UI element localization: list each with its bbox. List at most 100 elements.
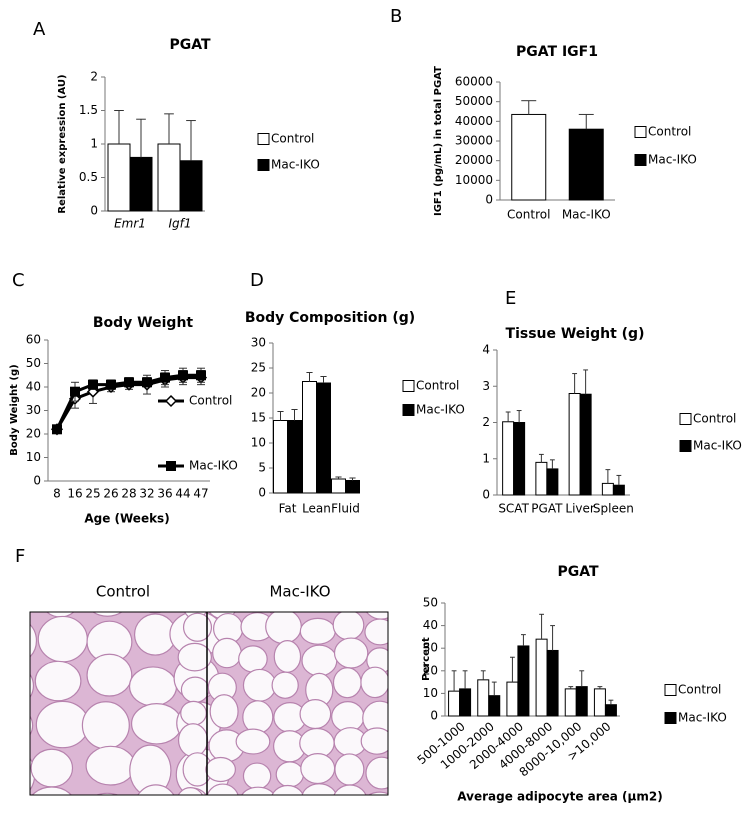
legend-swatch xyxy=(664,684,677,696)
y-tick-label: 2 xyxy=(482,415,490,429)
adipocyte xyxy=(242,668,277,702)
adipocyte xyxy=(335,612,353,614)
bar xyxy=(604,704,617,717)
adipocyte xyxy=(182,612,213,642)
adipocyte xyxy=(177,787,204,795)
adipocyte xyxy=(31,786,73,795)
adipocyte xyxy=(332,612,365,641)
error-bar xyxy=(509,656,515,683)
y-tick-label: 25 xyxy=(251,361,266,375)
y-tick-label: 0 xyxy=(482,488,490,502)
adipocyte xyxy=(365,756,388,790)
legend-label: Control xyxy=(648,125,691,139)
y-tick-label: 30 xyxy=(423,641,438,655)
chart-title: PGAT xyxy=(169,37,211,53)
legend-label: Mac-IKO xyxy=(678,711,727,725)
bar xyxy=(513,422,526,496)
adipocyte xyxy=(180,700,207,726)
bar xyxy=(535,461,548,496)
y-tick-label: 10000 xyxy=(455,173,493,187)
adipocyte xyxy=(300,753,336,785)
y-tick-label: 50000 xyxy=(455,94,493,108)
bar xyxy=(345,480,360,494)
legend-swatch xyxy=(664,712,677,724)
bar xyxy=(287,420,302,494)
legend-swatch xyxy=(679,440,692,452)
y-axis-label: Relative expression (AU) xyxy=(57,74,68,213)
marker xyxy=(160,372,170,383)
adipocyte xyxy=(0,578,26,618)
error-bar xyxy=(462,670,468,689)
adipocyte xyxy=(250,612,257,613)
legend-label: Mac-IKO xyxy=(693,439,742,453)
bar xyxy=(273,420,288,494)
adipocyte xyxy=(265,612,302,645)
error-bar xyxy=(114,110,124,144)
error-bar xyxy=(491,681,497,696)
x-tick-label: PGAT xyxy=(531,502,563,516)
error-bar xyxy=(516,410,522,423)
bar xyxy=(568,393,581,496)
error-bar xyxy=(539,613,545,640)
adipocyte xyxy=(360,666,388,699)
adipocyte xyxy=(242,700,274,734)
adipocyte xyxy=(128,666,178,707)
adipocyte xyxy=(392,611,424,640)
adipocyte xyxy=(299,699,332,730)
error-bar xyxy=(480,670,486,680)
x-tick-label: Liver xyxy=(565,502,595,516)
marker xyxy=(106,379,116,390)
bar xyxy=(477,679,490,717)
error-bar xyxy=(136,118,146,158)
bar xyxy=(612,484,625,496)
adipocyte xyxy=(332,667,362,699)
error-bar xyxy=(277,411,284,421)
bar xyxy=(564,688,577,717)
y-tick-label: 40 xyxy=(26,380,41,394)
panel-letter: F xyxy=(15,546,25,567)
adipocyte xyxy=(92,612,123,617)
legend-swatch xyxy=(402,404,415,416)
bar xyxy=(546,649,559,717)
error-bar xyxy=(306,372,313,382)
adipocyte xyxy=(137,784,175,795)
legend-label: Mac-IKO xyxy=(189,459,238,473)
bar xyxy=(157,143,181,212)
error-bar xyxy=(605,469,611,484)
legend-label: Control xyxy=(693,412,736,426)
adipocyte xyxy=(30,715,34,736)
bar xyxy=(546,468,559,496)
chart-title: Tissue Weight (g) xyxy=(506,326,645,342)
legend-marker xyxy=(164,394,178,408)
error-bar xyxy=(583,369,589,395)
adipocyte xyxy=(242,762,272,790)
bar xyxy=(107,143,131,212)
legend-marker xyxy=(166,461,176,471)
adipocyte xyxy=(175,565,225,609)
bar xyxy=(535,638,548,717)
error-bar xyxy=(550,625,556,651)
adipocyte xyxy=(206,783,239,795)
x-tick-label: SCAT xyxy=(498,502,529,516)
adipocyte xyxy=(271,671,299,699)
error-bar xyxy=(320,376,327,383)
adipocyte xyxy=(299,617,336,645)
y-tick-label: 30 xyxy=(26,403,41,417)
y-tick-label: 2 xyxy=(90,70,98,84)
y-tick-label: 0 xyxy=(90,204,98,218)
error-bar xyxy=(549,459,555,469)
adipocyte xyxy=(301,644,338,677)
y-tick-label: 20000 xyxy=(455,153,493,167)
legend-label: Mac-IKO xyxy=(416,403,465,417)
bar xyxy=(179,160,203,212)
y-tick-label: 10 xyxy=(251,436,266,450)
x-tick-label: Emr1 xyxy=(114,217,146,231)
marker xyxy=(178,370,188,381)
error-bar xyxy=(335,476,342,479)
marker xyxy=(142,377,152,388)
error-bar xyxy=(349,477,356,481)
legend-label: Control xyxy=(189,394,232,408)
image-label: Mac-IKO xyxy=(269,583,330,601)
